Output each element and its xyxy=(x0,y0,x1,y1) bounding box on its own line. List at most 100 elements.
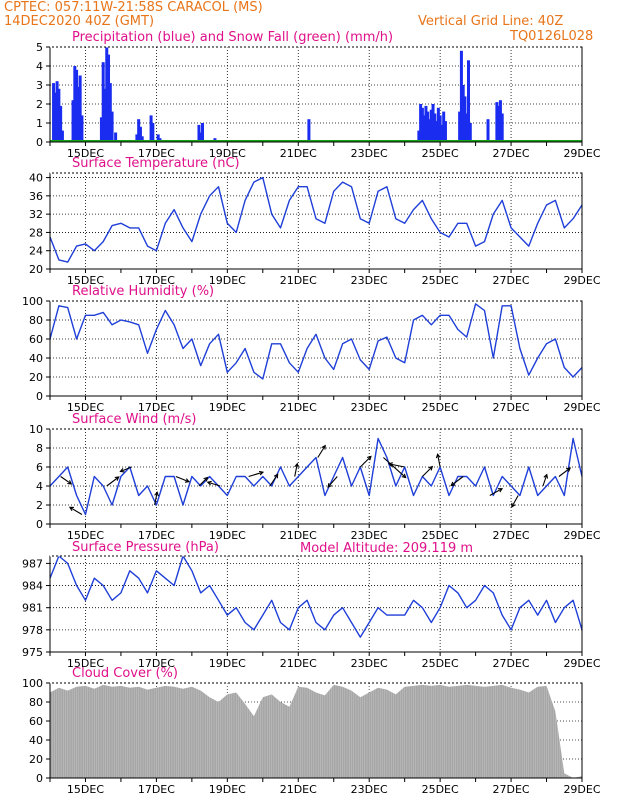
wind-arrow-head xyxy=(498,488,504,493)
wind-arrow xyxy=(106,476,120,487)
precip-bar xyxy=(60,130,64,142)
x-tick-label: 29DEC xyxy=(563,274,600,287)
y-tick-label: 20 xyxy=(29,753,43,766)
precip-bar xyxy=(438,115,442,142)
wind-arrow-shaft xyxy=(248,471,264,478)
wind-arrow xyxy=(294,462,299,477)
x-tick-label: 29DEC xyxy=(563,529,600,542)
precip-bar xyxy=(103,88,107,142)
precip-bar xyxy=(498,100,502,142)
wind-arrow-head xyxy=(401,473,407,479)
precip-bar xyxy=(114,132,118,142)
wind-arrow-shaft xyxy=(327,476,338,488)
precip-bar xyxy=(307,119,311,142)
wind-arrow-head xyxy=(68,506,74,512)
precip-bar xyxy=(105,47,109,142)
precip-bar xyxy=(417,130,421,142)
precip-panel: Precipitation (blue) and Snow Fall (gree… xyxy=(36,30,601,160)
wind-arrow-head xyxy=(321,444,326,450)
y-tick-label: 100 xyxy=(22,295,43,308)
y-tick-label: 975 xyxy=(22,646,43,659)
pres-panel: Surface Pressure (hPa) 975 978 981 984 987 15D… xyxy=(22,540,601,670)
wind-arrow-head xyxy=(294,462,299,468)
wind-arrow-shaft xyxy=(69,506,83,515)
precip-bar xyxy=(443,121,447,142)
x-tick-label: 15DEC xyxy=(67,401,104,414)
y-tick-label: 3 xyxy=(36,79,43,92)
wind-arrow-head xyxy=(511,502,516,508)
x-tick-label: 15DEC xyxy=(67,147,104,160)
precip-bar xyxy=(149,115,153,142)
wind-arrow xyxy=(327,476,338,488)
x-tick-label: 17DEC xyxy=(138,274,175,287)
precip-bar xyxy=(465,113,469,142)
wind-arrow xyxy=(198,476,209,487)
precip-bar xyxy=(486,119,490,142)
pres-title: Surface Pressure (hPa) xyxy=(72,540,219,555)
wind-arrow xyxy=(60,476,73,485)
y-tick-label: 0 xyxy=(36,136,43,149)
precip-bar xyxy=(99,117,103,142)
x-tick-label: 19DEC xyxy=(209,274,246,287)
x-tick-label: 23DEC xyxy=(351,147,388,160)
wind-arrow-shaft xyxy=(542,474,548,487)
wind-arrow-shaft xyxy=(120,466,132,472)
x-tick-label: 15DEC xyxy=(67,529,104,542)
y-tick-label: 80 xyxy=(29,314,43,327)
y-tick-label: 6 xyxy=(36,461,43,474)
wind-arrow xyxy=(383,457,407,479)
precip-bar xyxy=(137,119,141,142)
rh-line xyxy=(49,303,583,380)
altitude-note: Model Altitude: 209.119 m xyxy=(300,541,473,556)
y-tick-label: 984 xyxy=(22,580,43,593)
precip-bar xyxy=(138,126,142,142)
wind-arrow-shaft xyxy=(383,457,407,478)
precip-bar xyxy=(71,100,75,142)
wind-arrow-shaft xyxy=(198,477,208,487)
y-tick-label: 60 xyxy=(29,715,43,728)
header-run-date: 14DEC2020 40Z (GMT) xyxy=(4,14,154,29)
precip-bar xyxy=(422,115,426,142)
y-tick-label: 1 xyxy=(36,117,43,130)
precip-bar xyxy=(433,113,437,142)
wind-arrow-head xyxy=(184,478,190,483)
x-tick-label: 27DEC xyxy=(493,274,530,287)
precip-bar xyxy=(55,81,59,142)
y-tick-label: 32 xyxy=(29,208,43,221)
precip-bar xyxy=(431,104,435,142)
precip-bar xyxy=(458,111,462,142)
x-tick-label: 21DEC xyxy=(280,401,317,414)
wind-arrow-head xyxy=(543,473,549,479)
precip-bar xyxy=(57,88,61,142)
y-tick-label: 20 xyxy=(29,371,43,384)
x-tick-label: 19DEC xyxy=(209,401,246,414)
precip-bar xyxy=(110,111,114,142)
wind-arrow-shaft xyxy=(175,475,190,483)
x-tick-label: 19DEC xyxy=(209,783,246,796)
precip-bar xyxy=(75,69,79,142)
precip-bar xyxy=(52,83,56,142)
wind-arrow xyxy=(68,506,83,515)
y-tick-label: 0 xyxy=(36,772,43,785)
x-tick-label: 15DEC xyxy=(67,657,104,670)
x-tick-label: 17DEC xyxy=(138,529,175,542)
wind-arrow xyxy=(511,495,519,508)
header-model-code: TQ0126L028 xyxy=(509,29,593,44)
precip-bar xyxy=(107,54,111,142)
x-tick-label: 25DEC xyxy=(422,147,459,160)
y-tick-label: 4 xyxy=(36,60,43,73)
precip-bar xyxy=(59,105,63,142)
panels: Precipitation (blue) and Snow Fall (gree… xyxy=(22,30,601,796)
wind-arrow xyxy=(206,480,221,487)
x-tick-label: 25DEC xyxy=(422,783,459,796)
precip-bar xyxy=(78,75,82,142)
wind-arrow xyxy=(175,475,190,483)
x-tick-label: 23DEC xyxy=(351,657,388,670)
y-tick-label: 8 xyxy=(36,442,43,455)
precip-bar xyxy=(420,107,424,142)
y-tick-label: 60 xyxy=(29,333,43,346)
y-tick-label: 981 xyxy=(22,602,43,615)
precip-bar xyxy=(73,66,77,142)
wind-arrow-shaft xyxy=(437,454,441,468)
wind-arrow xyxy=(154,491,159,506)
